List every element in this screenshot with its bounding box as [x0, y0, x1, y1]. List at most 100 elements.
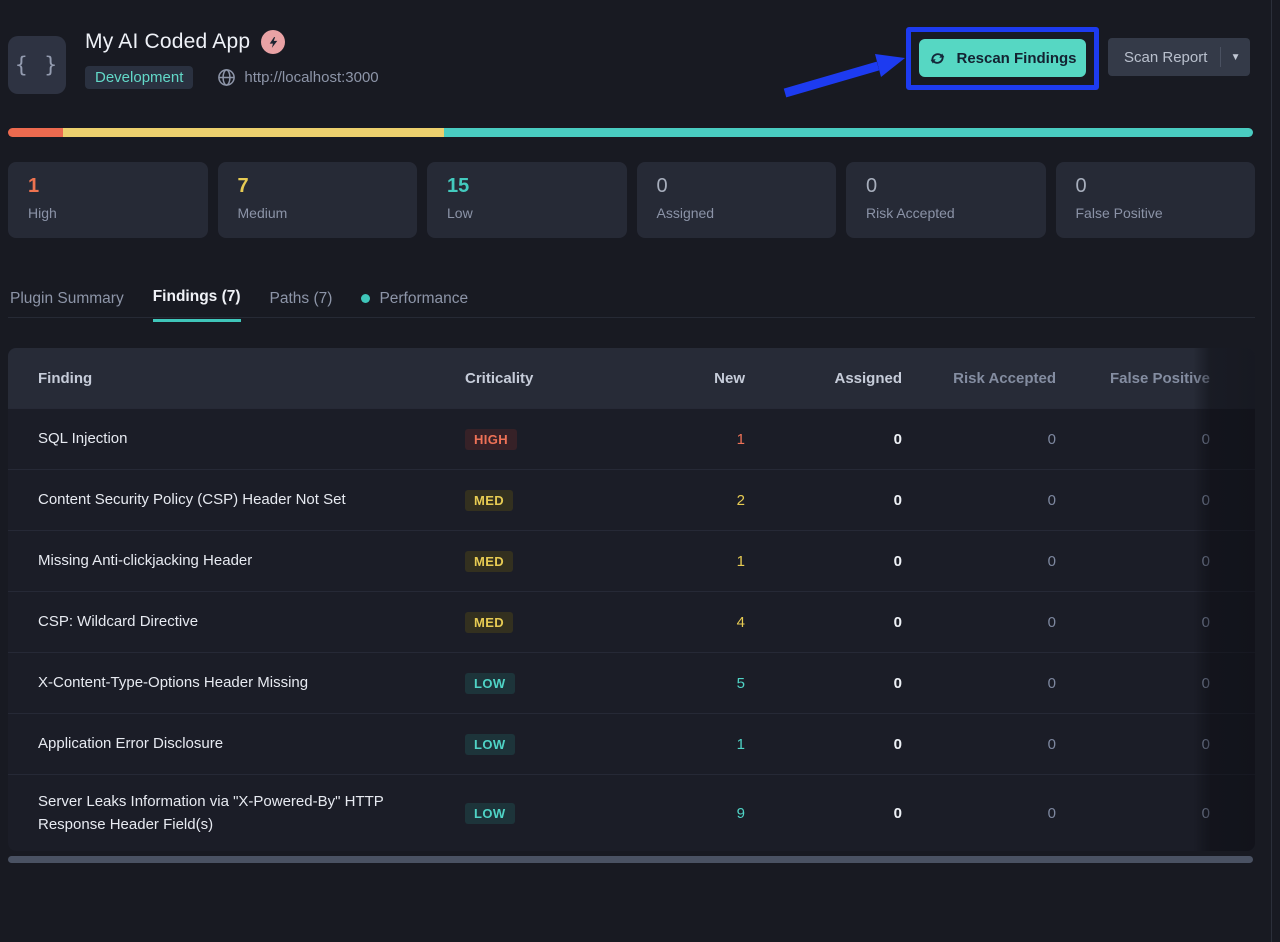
criticality-badge: MED [465, 612, 513, 633]
stat-value: 1 [28, 174, 188, 198]
finding-row-x-content-type-options[interactable]: X-Content-Type-Options Header Missing LO… [8, 652, 1255, 713]
stat-cards-row: 1 High 7 Medium 15 Low 0 Assigned 0 Risk… [8, 162, 1255, 238]
finding-name: X-Content-Type-Options Header Missing [8, 671, 465, 694]
false-positive-count: 0 [1056, 675, 1210, 692]
false-positive-count: 0 [1056, 805, 1210, 822]
stat-label: Low [447, 205, 607, 221]
high-bar-segment [8, 128, 63, 137]
risk-accepted-count: 0 [902, 614, 1056, 631]
title-row: My AI Coded App [85, 30, 285, 54]
column-header-assigned: Assigned [745, 370, 902, 387]
finding-row-app-error-disclosure[interactable]: Application Error Disclosure LOW 1 0 0 0 [8, 713, 1255, 774]
stat-card-false-positive: 0 False Positive [1056, 162, 1256, 238]
scan-report-dropdown-caret-icon[interactable]: ▼ [1221, 52, 1250, 63]
stat-label: Medium [238, 205, 398, 221]
rescan-findings-label: Rescan Findings [956, 50, 1076, 67]
risk-accepted-count: 0 [902, 553, 1056, 570]
stat-label: Risk Accepted [866, 205, 1026, 221]
assigned-count: 0 [745, 492, 902, 509]
stat-value: 15 [447, 174, 607, 198]
lightning-bolt-icon [267, 36, 280, 49]
page-title: My AI Coded App [85, 30, 250, 54]
column-header-risk-accepted: Risk Accepted [902, 370, 1056, 387]
globe-icon [217, 68, 236, 87]
finding-name: Application Error Disclosure [8, 732, 465, 755]
stat-card-low: 15 Low [427, 162, 627, 238]
new-count: 9 [620, 805, 745, 822]
criticality-badge: LOW [465, 803, 515, 824]
tab-performance-label: Performance [379, 290, 468, 308]
assigned-count: 0 [745, 614, 902, 631]
finding-name: CSP: Wildcard Directive [8, 610, 465, 633]
medium-bar-segment [63, 128, 444, 137]
horizontal-scrollbar[interactable] [8, 856, 1253, 863]
window-edge-divider [1271, 0, 1272, 942]
finding-row-anti-clickjacking[interactable]: Missing Anti-clickjacking Header MED 1 0… [8, 530, 1255, 591]
rescan-refresh-icon [928, 49, 947, 68]
new-count: 1 [620, 431, 745, 448]
stat-label: High [28, 205, 188, 221]
assigned-count: 0 [745, 431, 902, 448]
stat-card-high: 1 High [8, 162, 208, 238]
risk-accepted-count: 0 [902, 431, 1056, 448]
false-positive-count: 0 [1056, 431, 1210, 448]
criticality-badge: HIGH [465, 429, 517, 450]
assigned-count: 0 [745, 675, 902, 692]
finding-name: SQL Injection [8, 427, 465, 450]
environment-badge: Development [85, 66, 193, 89]
target-url-text: http://localhost:3000 [244, 69, 378, 86]
new-count: 4 [620, 614, 745, 631]
column-header-criticality: Criticality [465, 370, 620, 387]
stat-value: 0 [1076, 174, 1236, 198]
assigned-count: 0 [745, 736, 902, 753]
risk-accepted-count: 0 [902, 736, 1056, 753]
target-url-link[interactable]: http://localhost:3000 [217, 68, 378, 87]
criticality-badge: MED [465, 490, 513, 511]
column-header-false-positive: False Positive [1056, 370, 1210, 387]
stat-card-assigned: 0 Assigned [637, 162, 837, 238]
stat-value: 0 [657, 174, 817, 198]
scan-results-dashboard: { } My AI Coded App Development http://l… [0, 0, 1280, 942]
findings-table: Finding Criticality New Assigned Risk Ac… [8, 348, 1255, 851]
stat-card-medium: 7 Medium [218, 162, 418, 238]
false-positive-count: 0 [1056, 736, 1210, 753]
performance-status-dot-icon [361, 294, 370, 303]
stat-card-risk-accepted: 0 Risk Accepted [846, 162, 1046, 238]
stat-value: 7 [238, 174, 398, 198]
annotation-arrow [778, 45, 910, 100]
low-bar-segment [444, 128, 1253, 137]
stat-label: Assigned [657, 205, 817, 221]
rescan-findings-button[interactable]: Rescan Findings [919, 39, 1086, 77]
risk-accepted-count: 0 [902, 805, 1056, 822]
false-positive-count: 0 [1056, 553, 1210, 570]
scan-report-split-button[interactable]: Scan Report ▼ [1108, 38, 1250, 76]
scan-report-label[interactable]: Scan Report [1108, 49, 1220, 66]
stat-value: 0 [866, 174, 1026, 198]
finding-row-server-leaks-info[interactable]: Server Leaks Information via "X-Powered-… [8, 774, 1255, 851]
finding-row-csp-header-not-set[interactable]: Content Security Policy (CSP) Header Not… [8, 469, 1255, 530]
new-count: 1 [620, 736, 745, 753]
finding-name: Server Leaks Information via "X-Powered-… [8, 790, 465, 837]
column-header-finding: Finding [8, 370, 465, 387]
risk-accepted-count: 0 [902, 492, 1056, 509]
severity-bar [8, 128, 1253, 137]
app-logo-braces-icon: { } [8, 36, 66, 94]
assigned-count: 0 [745, 553, 902, 570]
finding-row-csp-wildcard[interactable]: CSP: Wildcard Directive MED 4 0 0 0 [8, 591, 1255, 652]
column-header-new: New [620, 370, 745, 387]
new-count: 5 [620, 675, 745, 692]
new-count: 2 [620, 492, 745, 509]
new-count: 1 [620, 553, 745, 570]
assigned-count: 0 [745, 805, 902, 822]
table-header-row: Finding Criticality New Assigned Risk Ac… [8, 348, 1255, 408]
finding-name: Content Security Policy (CSP) Header Not… [8, 488, 465, 511]
risk-accepted-count: 0 [902, 675, 1056, 692]
criticality-badge: MED [465, 551, 513, 572]
finding-row-sql-injection[interactable]: SQL Injection HIGH 1 0 0 0 [8, 408, 1255, 469]
stat-label: False Positive [1076, 205, 1236, 221]
false-positive-count: 0 [1056, 614, 1210, 631]
criticality-badge: LOW [465, 673, 515, 694]
flash-badge-icon [261, 30, 285, 54]
false-positive-count: 0 [1056, 492, 1210, 509]
finding-name: Missing Anti-clickjacking Header [8, 549, 465, 572]
